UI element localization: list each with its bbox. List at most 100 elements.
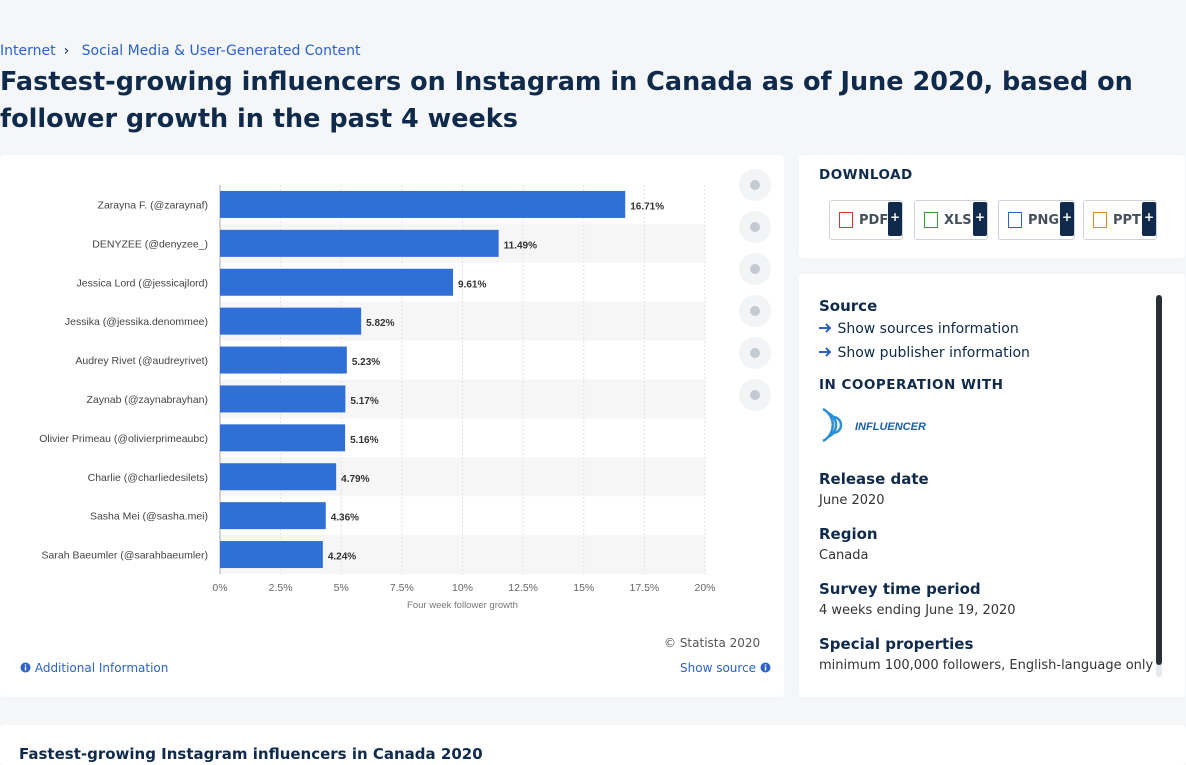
field-label: Special properties — [819, 635, 974, 653]
data-label: 5.82% — [366, 318, 394, 329]
logo-text: INFLUENCER — [855, 421, 926, 433]
breadcrumb: Internet › Social Media & User-Generated … — [0, 43, 361, 59]
data-label: 16.71% — [630, 201, 664, 212]
field-value: June 2020 — [819, 493, 885, 508]
data-label: 5.23% — [352, 357, 380, 368]
source-heading: Source — [819, 297, 878, 315]
tool-button[interactable] — [739, 379, 771, 411]
tool-icon — [750, 180, 760, 190]
tool-icon — [750, 306, 760, 316]
source-card: Source Show sources information Show pub… — [799, 274, 1185, 697]
tool-button[interactable] — [739, 295, 771, 327]
x-tick-label: 17.5% — [629, 582, 659, 594]
x-tick-label: 10% — [452, 582, 473, 594]
field-value: Canada — [819, 548, 869, 563]
crumb[interactable]: Social Media & User-Generated Content — [81, 43, 361, 59]
additional-info[interactable]: Additional Information — [20, 661, 168, 675]
y-tick-label: Jessica Lord (@jessicajlord) — [77, 277, 208, 289]
related-card: Fastest-growing Instagram influencers in… — [0, 725, 1186, 765]
scroll-thumb[interactable] — [1156, 295, 1162, 665]
x-tick-label: 20% — [694, 582, 715, 594]
format-label[interactable]: PDF — [859, 212, 889, 228]
bar — [220, 502, 326, 530]
download-button[interactable]: PDF + — [829, 200, 903, 240]
x-tick-label: 7.5% — [390, 582, 414, 594]
show-source-text[interactable]: Show source — [680, 661, 757, 675]
format-label[interactable]: XLS — [944, 212, 972, 228]
field-label: Region — [819, 525, 878, 543]
x-axis-label: Four week follower growth — [407, 600, 518, 611]
data-label: 11.49% — [504, 240, 537, 251]
format-icon — [924, 212, 938, 228]
download-button[interactable]: PPT + — [1083, 200, 1157, 240]
field-value: minimum 100,000 followers, English-langu… — [819, 658, 1154, 673]
download-heading: DOWNLOAD — [819, 167, 913, 183]
field-label: Survey time period — [819, 580, 981, 598]
y-tick-label: Audrey Rivet (@audreyrivet) — [75, 355, 208, 367]
y-tick-label: Sarah Baeumler (@sarahbaeumler) — [42, 550, 208, 562]
bar — [220, 229, 499, 257]
bar — [220, 424, 346, 452]
add-button[interactable]: + — [1142, 202, 1156, 236]
show-source[interactable]: Show source — [680, 661, 771, 675]
crumb[interactable]: Internet — [0, 43, 56, 59]
copyright: © Statista 2020 — [664, 636, 761, 650]
y-tick-label: DENYZEE (@denyzee_) — [92, 238, 208, 250]
add-button[interactable]: + — [1060, 202, 1074, 236]
tool-button[interactable] — [739, 211, 771, 243]
tool-icon — [750, 390, 760, 400]
bar — [220, 307, 362, 335]
tool-button[interactable] — [739, 253, 771, 285]
bar — [220, 346, 347, 374]
additional-info-text[interactable]: Additional Information — [34, 661, 169, 675]
y-tick-label: Charlie (@charliedesilets) — [88, 472, 208, 484]
y-tick-label: Zarayna F. (@zaraynaf) — [98, 199, 208, 211]
page-title: Fastest-growing influencers on Instagram… — [0, 67, 1133, 134]
x-tick-label: 0% — [212, 582, 227, 594]
bar — [220, 541, 323, 569]
x-tick-label: 2.5% — [269, 582, 293, 594]
tool-button[interactable] — [739, 169, 771, 201]
format-icon — [1093, 212, 1107, 228]
bar — [220, 463, 337, 491]
show-publisher-text[interactable]: Show publisher information — [837, 345, 1030, 361]
x-tick-label: 5% — [334, 582, 349, 594]
add-button[interactable]: + — [973, 202, 987, 236]
cooperation-heading: IN COOPERATION WITH — [819, 377, 1004, 393]
bar — [220, 268, 454, 296]
download-button[interactable]: XLS + — [914, 200, 988, 240]
bar — [220, 190, 626, 218]
x-tick-label: 15% — [573, 582, 594, 594]
data-label: 4.79% — [341, 474, 369, 485]
tool-icon — [750, 348, 760, 358]
scrollbar[interactable] — [1156, 295, 1162, 677]
x-tick-label: 12.5% — [508, 582, 538, 594]
bar — [220, 385, 346, 413]
data-label: 4.36% — [331, 513, 359, 524]
download-button[interactable]: PNG + — [998, 200, 1075, 240]
related-title: Fastest-growing Instagram influencers in… — [19, 745, 483, 763]
partner-logo: INFLUENCER — [819, 403, 929, 451]
add-button[interactable]: + — [888, 202, 902, 236]
data-label: 4.24% — [328, 552, 356, 563]
tool-button[interactable] — [739, 337, 771, 369]
format-label[interactable]: PNG — [1028, 212, 1060, 228]
show-publisher[interactable]: Show publisher information — [819, 345, 1030, 361]
format-icon — [839, 212, 853, 228]
format-label[interactable]: PPT — [1113, 212, 1141, 228]
show-sources-text[interactable]: Show sources information — [837, 321, 1019, 337]
chart-card: 0% 2.5% 5% 7.5% 10% 12.5% 15% 17.5% 20% Four week… — [0, 155, 784, 697]
y-tick-label: Olivier Primeau (@olivierprimeaubc) — [39, 433, 208, 445]
y-tick-label: Zaynab (@zaynabrayhan) — [86, 394, 208, 406]
tool-icon — [750, 222, 760, 232]
data-label: 5.17% — [350, 396, 378, 407]
tool-icon — [750, 264, 760, 274]
y-tick-label: Jessika (@jessika.denommee) — [65, 316, 208, 328]
show-sources[interactable]: Show sources information — [819, 321, 1019, 337]
data-label: 5.16% — [350, 435, 378, 446]
chart: 0% 2.5% 5% 7.5% 10% 12.5% 15% 17.5% 20% Four week… — [39, 169, 771, 611]
format-icon — [1008, 212, 1022, 228]
field-value: 4 weeks ending June 19, 2020 — [819, 603, 1016, 618]
field-label: Release date — [819, 470, 929, 488]
